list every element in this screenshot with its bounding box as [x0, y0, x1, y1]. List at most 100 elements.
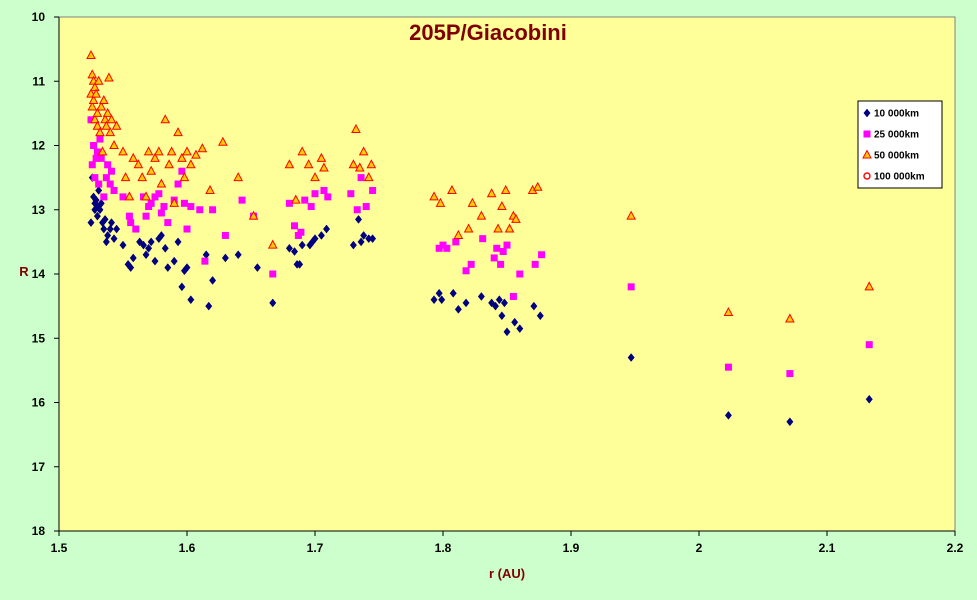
data-point-10-000km [97, 198, 105, 208]
data-point-25-000km [369, 186, 377, 194]
data-point-50-000km [87, 101, 98, 111]
data-point-50-000km [146, 165, 156, 175]
data-point-10-000km [221, 253, 229, 263]
data-point-25-000km [538, 251, 546, 259]
data-point-50-000km [429, 191, 439, 201]
data-point-25-000km [509, 292, 517, 300]
plot-area [58, 16, 956, 532]
data-point-25-000km [297, 228, 305, 236]
x-tick-label: 1.5 [51, 541, 68, 555]
data-point-25-000km [269, 270, 277, 278]
data-point-10-000km [147, 237, 155, 247]
data-point-10-000km [87, 218, 95, 228]
data-point-10-000km [360, 231, 368, 240]
data-point-10-000km [170, 256, 178, 266]
data-point-50-000km [532, 181, 543, 191]
data-point-50-000km [106, 114, 117, 124]
data-point-50-000km [124, 191, 135, 201]
data-point-50-000km [150, 152, 160, 162]
data-point-25-000km [221, 231, 229, 239]
x-tick-label: 1.9 [563, 541, 580, 555]
data-point-10-000km [430, 295, 438, 305]
data-point-10-000km [119, 240, 127, 250]
data-point-50-000km [92, 107, 103, 117]
data-point-50-000km [303, 159, 314, 169]
data-point-10-000km [93, 211, 101, 221]
data-point-10-000km [491, 301, 500, 311]
data-point-10-000km [354, 214, 363, 224]
data-point-25-000km [100, 193, 108, 201]
data-point-50-000km [118, 146, 128, 156]
data-point-25-000km [307, 203, 315, 211]
data-point-10-000km [724, 410, 732, 420]
data-point-10-000km [106, 224, 114, 234]
axes: 1.5 1.6 1.7 1.8 1.9 2 2.1 2.2 10 11 12 13 14 15 16 17 18 [32, 10, 964, 555]
data-point-50-000km [97, 146, 108, 156]
data-point-10-000km [498, 311, 506, 321]
data-point-50-000km [248, 210, 259, 220]
y-tick-label: 16 [32, 396, 46, 410]
data-point-50-000km [137, 172, 148, 182]
data-point-50-000km [297, 146, 308, 156]
data-point-50-000km [785, 313, 795, 323]
data-point-25-000km [180, 199, 188, 207]
data-point-50-000km [87, 69, 98, 79]
data-point-25-000km [102, 174, 110, 182]
data-point-25-000km [151, 193, 159, 201]
data-point-50-000km [354, 162, 365, 172]
data-point-50-000km [90, 114, 100, 124]
data-point-10-000km [100, 224, 108, 234]
data-point-10-000km [296, 259, 304, 269]
data-point-25-000km [452, 238, 460, 246]
data-point-25-000km [285, 199, 293, 207]
data-point-10-000km [290, 247, 299, 256]
x-tick-label: 1.8 [435, 541, 452, 555]
data-point-25-000km [503, 241, 511, 249]
data-point-10-000km [454, 304, 462, 314]
data-point-10-000km [317, 231, 325, 240]
data-point-10-000km [627, 353, 635, 362]
data-point-25-000km [439, 241, 447, 249]
data-point-10-000km [183, 263, 191, 272]
data-point-10-000km [187, 295, 195, 305]
data-point-25-000km [160, 203, 168, 211]
data-point-10-000km [95, 186, 103, 195]
data-point-25-000km [362, 203, 370, 211]
data-point-25-000km [87, 116, 95, 124]
data-point-10-000km [285, 243, 293, 253]
data-point-25-000km [865, 341, 873, 349]
data-point-10-000km [435, 288, 443, 298]
data-point-50-000km [486, 188, 497, 198]
data-point-10-000km [477, 292, 485, 301]
data-point-50-000km [218, 136, 228, 146]
data-point-10-000km [110, 234, 118, 244]
chart-title: 205P/Giacobini [409, 20, 567, 45]
data-point-50-000km [267, 239, 278, 249]
data-point-50-000km [511, 213, 521, 223]
data-point-50-000km [143, 146, 154, 156]
data-point-50-000km [504, 223, 515, 233]
data-point-10-000km [349, 240, 357, 250]
data-point-10-000km [462, 298, 470, 308]
y-tick-label: 11 [32, 74, 45, 88]
data-point-10-000km [298, 240, 306, 250]
data-point-25-000km [93, 148, 101, 156]
data-point-25-000km [107, 167, 115, 175]
data-point-50-000km [310, 172, 320, 182]
data-point-50-000km [626, 210, 636, 220]
data-point-50-000km [358, 146, 369, 156]
data-point-25-000km [516, 270, 524, 278]
legend-marker [863, 130, 871, 138]
data-point-10-000km [536, 311, 544, 321]
data-point-25-000km [91, 174, 99, 182]
data-point-25-000km [490, 254, 498, 262]
legend-marker [863, 108, 871, 118]
data-point-25-000km [132, 225, 140, 233]
data-point-10-000km [129, 253, 137, 263]
data-point-50-000km [93, 75, 104, 85]
data-point-50-000km [88, 94, 99, 105]
data-point-25-000km [155, 190, 163, 198]
data-point-10-000km [500, 298, 508, 308]
data-point-50-000km [186, 159, 196, 169]
